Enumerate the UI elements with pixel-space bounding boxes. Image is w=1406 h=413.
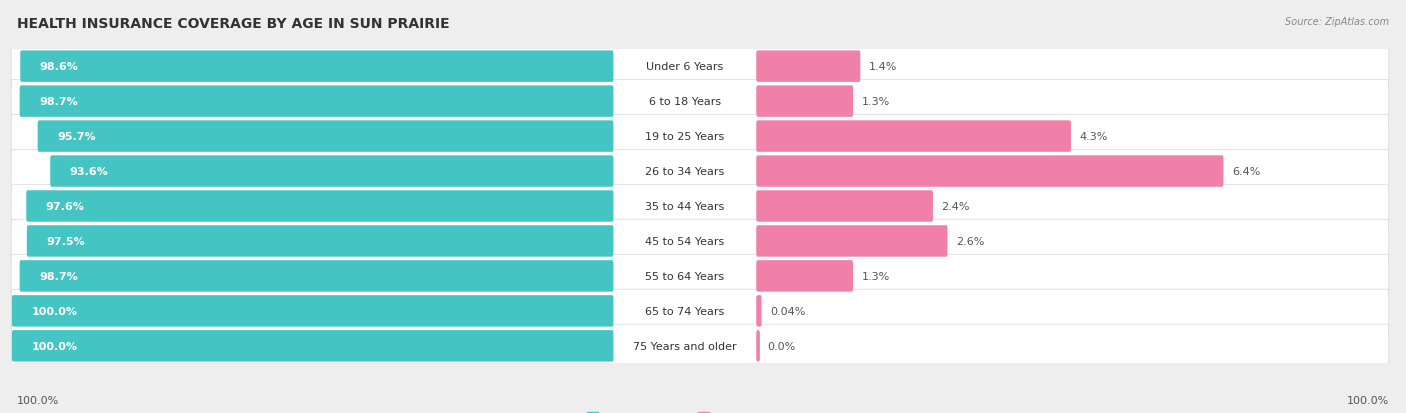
FancyBboxPatch shape: [11, 324, 1389, 368]
Text: 100.0%: 100.0%: [17, 395, 59, 405]
Text: 75 Years and older: 75 Years and older: [633, 341, 737, 351]
FancyBboxPatch shape: [11, 80, 1389, 123]
Text: 45 to 54 Years: 45 to 54 Years: [645, 236, 724, 247]
Text: 35 to 44 Years: 35 to 44 Years: [645, 202, 724, 211]
FancyBboxPatch shape: [11, 220, 1389, 263]
FancyBboxPatch shape: [756, 121, 1071, 152]
Text: Under 6 Years: Under 6 Years: [647, 62, 724, 72]
FancyBboxPatch shape: [38, 121, 613, 152]
Text: 26 to 34 Years: 26 to 34 Years: [645, 166, 724, 177]
Text: 6.4%: 6.4%: [1232, 166, 1260, 177]
Text: 97.5%: 97.5%: [46, 236, 84, 247]
Text: 4.3%: 4.3%: [1080, 132, 1108, 142]
Text: Source: ZipAtlas.com: Source: ZipAtlas.com: [1285, 17, 1389, 26]
Text: 6 to 18 Years: 6 to 18 Years: [648, 97, 721, 107]
Text: 1.4%: 1.4%: [869, 62, 897, 72]
FancyBboxPatch shape: [11, 290, 1389, 333]
FancyBboxPatch shape: [11, 255, 1389, 298]
FancyBboxPatch shape: [756, 261, 853, 292]
Text: 19 to 25 Years: 19 to 25 Years: [645, 132, 724, 142]
Text: 100.0%: 100.0%: [31, 306, 77, 316]
FancyBboxPatch shape: [20, 51, 613, 83]
FancyBboxPatch shape: [11, 295, 613, 327]
Text: 1.3%: 1.3%: [862, 271, 890, 281]
FancyBboxPatch shape: [756, 156, 1223, 188]
FancyBboxPatch shape: [51, 156, 613, 188]
Text: HEALTH INSURANCE COVERAGE BY AGE IN SUN PRAIRIE: HEALTH INSURANCE COVERAGE BY AGE IN SUN …: [17, 17, 450, 31]
FancyBboxPatch shape: [27, 191, 613, 222]
Text: 65 to 74 Years: 65 to 74 Years: [645, 306, 724, 316]
FancyBboxPatch shape: [11, 185, 1389, 228]
FancyBboxPatch shape: [27, 225, 613, 257]
FancyBboxPatch shape: [11, 150, 1389, 193]
FancyBboxPatch shape: [11, 45, 1389, 89]
Text: 0.04%: 0.04%: [770, 306, 806, 316]
Text: 98.7%: 98.7%: [39, 97, 77, 107]
Text: 2.6%: 2.6%: [956, 236, 984, 247]
FancyBboxPatch shape: [756, 51, 860, 83]
Text: 1.3%: 1.3%: [862, 97, 890, 107]
FancyBboxPatch shape: [756, 191, 934, 222]
FancyBboxPatch shape: [756, 225, 948, 257]
Text: 97.6%: 97.6%: [45, 202, 84, 211]
Text: 93.6%: 93.6%: [69, 166, 108, 177]
FancyBboxPatch shape: [20, 86, 613, 118]
FancyBboxPatch shape: [11, 330, 613, 362]
Text: 98.7%: 98.7%: [39, 271, 77, 281]
FancyBboxPatch shape: [20, 261, 613, 292]
FancyBboxPatch shape: [756, 330, 759, 362]
Text: 55 to 64 Years: 55 to 64 Years: [645, 271, 724, 281]
FancyBboxPatch shape: [756, 86, 853, 118]
Text: 100.0%: 100.0%: [1347, 395, 1389, 405]
Text: 98.6%: 98.6%: [39, 62, 79, 72]
Text: 0.0%: 0.0%: [768, 341, 796, 351]
FancyBboxPatch shape: [11, 115, 1389, 158]
Text: 100.0%: 100.0%: [31, 341, 77, 351]
Legend: With Coverage, Without Coverage: With Coverage, Without Coverage: [582, 408, 824, 413]
Text: 95.7%: 95.7%: [58, 132, 96, 142]
Text: 2.4%: 2.4%: [942, 202, 970, 211]
FancyBboxPatch shape: [756, 295, 762, 327]
